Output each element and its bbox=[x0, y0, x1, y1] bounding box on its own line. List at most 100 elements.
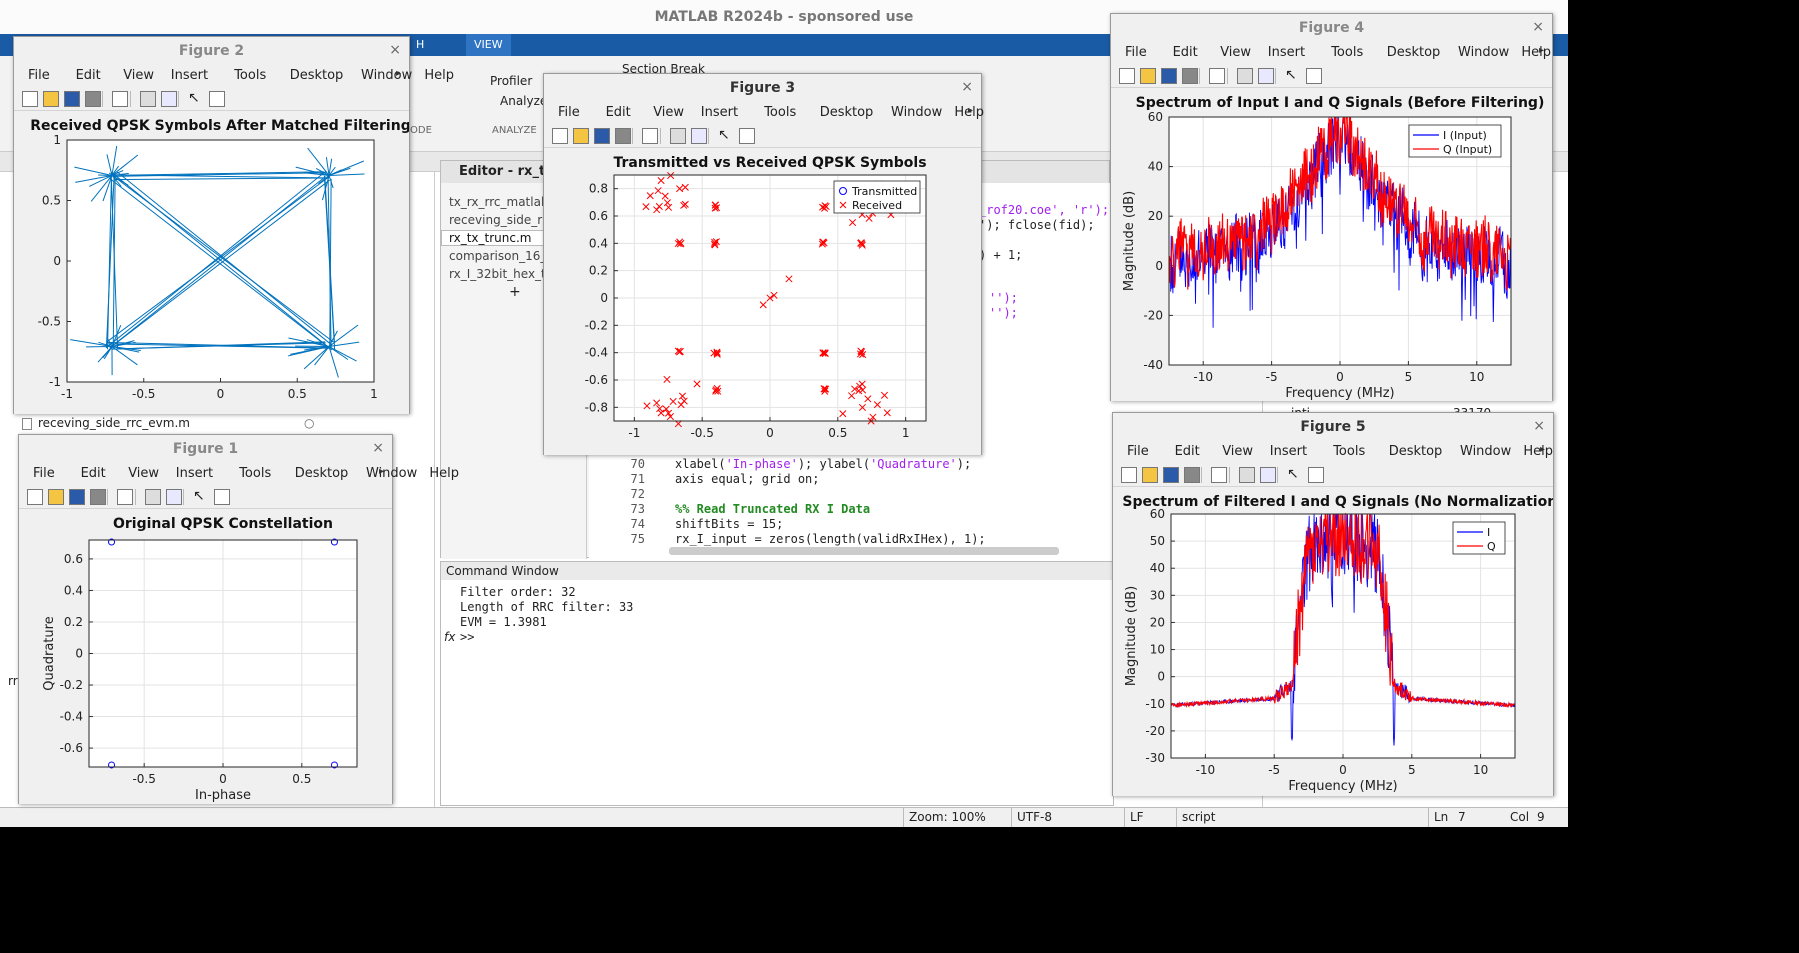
pointer-icon[interactable]: ↖ bbox=[193, 488, 205, 504]
file-tab[interactable]: receving_side_rrc bbox=[449, 213, 549, 227]
menu-desktop[interactable]: Desktop bbox=[1388, 444, 1443, 459]
save-icon[interactable] bbox=[64, 91, 80, 107]
file-entry[interactable]: receving_side_rrc_evm.m bbox=[22, 416, 190, 430]
print-icon[interactable] bbox=[85, 91, 101, 107]
new-figure-icon[interactable] bbox=[1119, 68, 1135, 84]
figure-5-window[interactable]: Figure 5 × File Edit View Insert Tools Deskto… bbox=[1112, 412, 1554, 796]
profiler-button[interactable]: Profiler bbox=[490, 74, 533, 88]
figure-1-window[interactable]: Figure 1 × File Edit View Insert Tools Deskto… bbox=[18, 434, 459, 804]
close-icon[interactable]: × bbox=[1533, 418, 1545, 434]
print-icon[interactable] bbox=[90, 489, 106, 505]
new-figure-icon[interactable] bbox=[552, 128, 568, 144]
colorbar-icon[interactable] bbox=[1237, 68, 1253, 84]
pointer-icon[interactable]: ↖ bbox=[718, 127, 730, 143]
pointer-icon[interactable]: ↖ bbox=[1285, 67, 1297, 83]
open-icon[interactable] bbox=[1140, 68, 1156, 84]
axes-plot[interactable]: -10 -5 0 5 10 -30 -20 -10 0 10 20 30 40 50 60Spectrum … bbox=[1113, 488, 1553, 796]
menu-help[interactable]: Help bbox=[429, 466, 460, 481]
print-icon[interactable] bbox=[1182, 68, 1198, 84]
pointer-icon[interactable]: ↖ bbox=[188, 90, 200, 106]
menu-view[interactable]: View bbox=[128, 466, 160, 481]
menu-tools[interactable]: Tools bbox=[234, 68, 267, 83]
print-icon[interactable] bbox=[1184, 467, 1200, 483]
menu-view[interactable]: View bbox=[653, 105, 685, 120]
axes-plot[interactable]: -0.5 0 0.5 -0.6 -0.4 -0.2 0 0.2 0.4 0.6 Original Q… bbox=[19, 510, 392, 804]
menu-insert[interactable]: Insert bbox=[700, 105, 739, 120]
menu-file[interactable]: File bbox=[1125, 45, 1147, 60]
menu-help[interactable]: Help bbox=[1521, 45, 1552, 60]
open-icon[interactable] bbox=[43, 91, 59, 107]
legend-icon[interactable] bbox=[161, 91, 177, 107]
link-icon[interactable] bbox=[112, 91, 128, 107]
axes-plot[interactable]: -1 -0.5 0 0.5 1 -0.8 -0.6 -0.4 -0.2 0 0.2 0.4 0.6 0.8… bbox=[544, 149, 981, 455]
menu-insert[interactable]: Insert bbox=[170, 68, 209, 83]
analyze-button[interactable]: Analyze bbox=[500, 94, 548, 108]
section-break-button[interactable]: Section Break bbox=[622, 62, 705, 76]
menu-edit[interactable]: Edit bbox=[80, 466, 106, 481]
fx-icon[interactable]: fx bbox=[444, 630, 456, 644]
legend-icon[interactable] bbox=[691, 128, 707, 144]
menu-help[interactable]: Help bbox=[1523, 444, 1554, 459]
menu-help[interactable]: Help bbox=[424, 68, 455, 83]
ribbon-tab-fragment[interactable]: H bbox=[416, 38, 425, 51]
close-icon[interactable]: × bbox=[389, 42, 401, 58]
colorbar-icon[interactable] bbox=[1239, 467, 1255, 483]
file-tab-active[interactable]: rx_tx_trunc.m bbox=[441, 230, 551, 246]
menu-window[interactable]: Window bbox=[891, 105, 943, 120]
save-icon[interactable] bbox=[594, 128, 610, 144]
link-icon[interactable] bbox=[642, 128, 658, 144]
menu-tools[interactable]: Tools bbox=[764, 105, 797, 120]
menu-window[interactable]: Window bbox=[361, 68, 413, 83]
menu-overflow-icon[interactable]: ▸ bbox=[378, 466, 384, 477]
file-tab[interactable]: rx_I_32bit_hex_tru bbox=[449, 267, 549, 281]
close-icon[interactable]: × bbox=[961, 79, 973, 95]
menu-tools[interactable]: Tools bbox=[1331, 45, 1364, 60]
property-inspector-icon[interactable] bbox=[214, 489, 230, 505]
colorbar-icon[interactable] bbox=[670, 128, 686, 144]
save-icon[interactable] bbox=[1161, 68, 1177, 84]
menu-edit[interactable]: Edit bbox=[1172, 45, 1198, 60]
new-figure-icon[interactable] bbox=[22, 91, 38, 107]
add-file-button[interactable]: + bbox=[509, 284, 521, 300]
property-inspector-icon[interactable] bbox=[209, 91, 225, 107]
open-icon[interactable] bbox=[48, 489, 64, 505]
menu-desktop[interactable]: Desktop bbox=[294, 466, 349, 481]
menu-desktop[interactable]: Desktop bbox=[819, 105, 874, 120]
menu-insert[interactable]: Insert bbox=[175, 466, 214, 481]
menu-edit[interactable]: Edit bbox=[1174, 444, 1200, 459]
new-figure-icon[interactable] bbox=[27, 489, 43, 505]
menu-view[interactable]: View bbox=[1222, 444, 1254, 459]
menu-file[interactable]: File bbox=[1127, 444, 1149, 459]
menu-insert[interactable]: Insert bbox=[1269, 444, 1308, 459]
link-icon[interactable] bbox=[1211, 467, 1227, 483]
menu-tools[interactable]: Tools bbox=[239, 466, 272, 481]
figure-4-window[interactable]: Figure 4 × File Edit View Insert Tools Deskto… bbox=[1110, 13, 1553, 401]
menu-view[interactable]: View bbox=[123, 68, 155, 83]
menu-window[interactable]: Window bbox=[1458, 45, 1510, 60]
menu-desktop[interactable]: Desktop bbox=[1386, 45, 1441, 60]
menu-view[interactable]: View bbox=[1220, 45, 1252, 60]
open-icon[interactable] bbox=[573, 128, 589, 144]
link-icon[interactable] bbox=[117, 489, 133, 505]
menu-tools[interactable]: Tools bbox=[1333, 444, 1366, 459]
link-icon[interactable] bbox=[1209, 68, 1225, 84]
legend-icon[interactable] bbox=[1258, 68, 1274, 84]
figure-3-window[interactable]: Figure 3 × File Edit View Insert Tools Deskto… bbox=[543, 73, 985, 455]
menu-overflow-icon[interactable]: ▸ bbox=[967, 105, 973, 116]
menu-desktop[interactable]: Desktop bbox=[289, 68, 344, 83]
menu-window[interactable]: Window bbox=[1460, 444, 1512, 459]
horizontal-scrollbar[interactable] bbox=[669, 547, 1059, 555]
ribbon-tab-view[interactable]: VIEW bbox=[466, 34, 511, 56]
legend-icon[interactable] bbox=[1260, 467, 1276, 483]
save-icon[interactable] bbox=[1163, 467, 1179, 483]
menu-help[interactable]: Help bbox=[954, 105, 985, 120]
command-window[interactable]: Command Window Filter order: 32 Length o… bbox=[440, 561, 1114, 806]
file-tab[interactable]: comparison_16_3 bbox=[449, 249, 549, 263]
save-icon[interactable] bbox=[69, 489, 85, 505]
menu-file[interactable]: File bbox=[558, 105, 580, 120]
menu-file[interactable]: File bbox=[28, 68, 50, 83]
new-figure-icon[interactable] bbox=[1121, 467, 1137, 483]
open-icon[interactable] bbox=[1142, 467, 1158, 483]
